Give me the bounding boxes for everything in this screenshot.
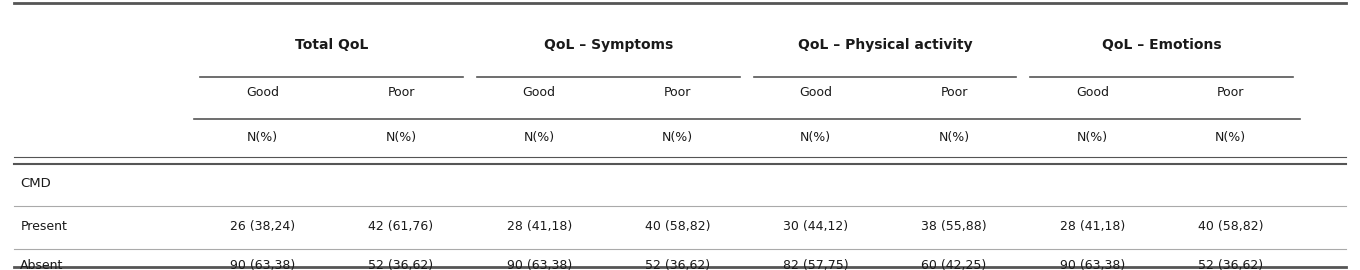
- Text: QoL – Emotions: QoL – Emotions: [1102, 38, 1221, 52]
- Text: QoL – Physical activity: QoL – Physical activity: [797, 38, 972, 52]
- Text: 28 (41,18): 28 (41,18): [506, 220, 571, 233]
- Text: 52 (36,62): 52 (36,62): [369, 259, 434, 270]
- Text: N(%): N(%): [524, 131, 555, 144]
- Text: N(%): N(%): [385, 131, 416, 144]
- Text: 28 (41,18): 28 (41,18): [1059, 220, 1125, 233]
- Text: Good: Good: [800, 86, 832, 99]
- Text: N(%): N(%): [1214, 131, 1246, 144]
- Text: 90 (63,38): 90 (63,38): [506, 259, 571, 270]
- Text: CMD: CMD: [20, 177, 52, 190]
- Text: 82 (57,75): 82 (57,75): [783, 259, 849, 270]
- Text: 40 (58,82): 40 (58,82): [645, 220, 710, 233]
- Text: N(%): N(%): [938, 131, 970, 144]
- Text: Good: Good: [1076, 86, 1108, 99]
- Text: Good: Good: [246, 86, 279, 99]
- Text: Poor: Poor: [664, 86, 691, 99]
- Text: Absent: Absent: [20, 259, 64, 270]
- Text: QoL – Symptoms: QoL – Symptoms: [544, 38, 673, 52]
- Text: 40 (58,82): 40 (58,82): [1198, 220, 1263, 233]
- Text: N(%): N(%): [1077, 131, 1108, 144]
- Text: 90 (63,38): 90 (63,38): [230, 259, 295, 270]
- Text: Poor: Poor: [1217, 86, 1244, 99]
- Text: 30 (44,12): 30 (44,12): [783, 220, 849, 233]
- Text: 60 (42,25): 60 (42,25): [922, 259, 987, 270]
- Text: 90 (63,38): 90 (63,38): [1059, 259, 1125, 270]
- Text: Present: Present: [20, 220, 67, 233]
- Text: 26 (38,24): 26 (38,24): [230, 220, 295, 233]
- Text: 42 (61,76): 42 (61,76): [369, 220, 434, 233]
- Text: 52 (36,62): 52 (36,62): [1198, 259, 1263, 270]
- Text: Poor: Poor: [940, 86, 968, 99]
- Text: N(%): N(%): [662, 131, 694, 144]
- Text: N(%): N(%): [248, 131, 279, 144]
- Text: 52 (36,62): 52 (36,62): [645, 259, 710, 270]
- Text: Total QoL: Total QoL: [295, 38, 369, 52]
- Text: Poor: Poor: [388, 86, 415, 99]
- Text: 38 (55,88): 38 (55,88): [921, 220, 987, 233]
- Text: N(%): N(%): [800, 131, 831, 144]
- Text: Good: Good: [522, 86, 556, 99]
